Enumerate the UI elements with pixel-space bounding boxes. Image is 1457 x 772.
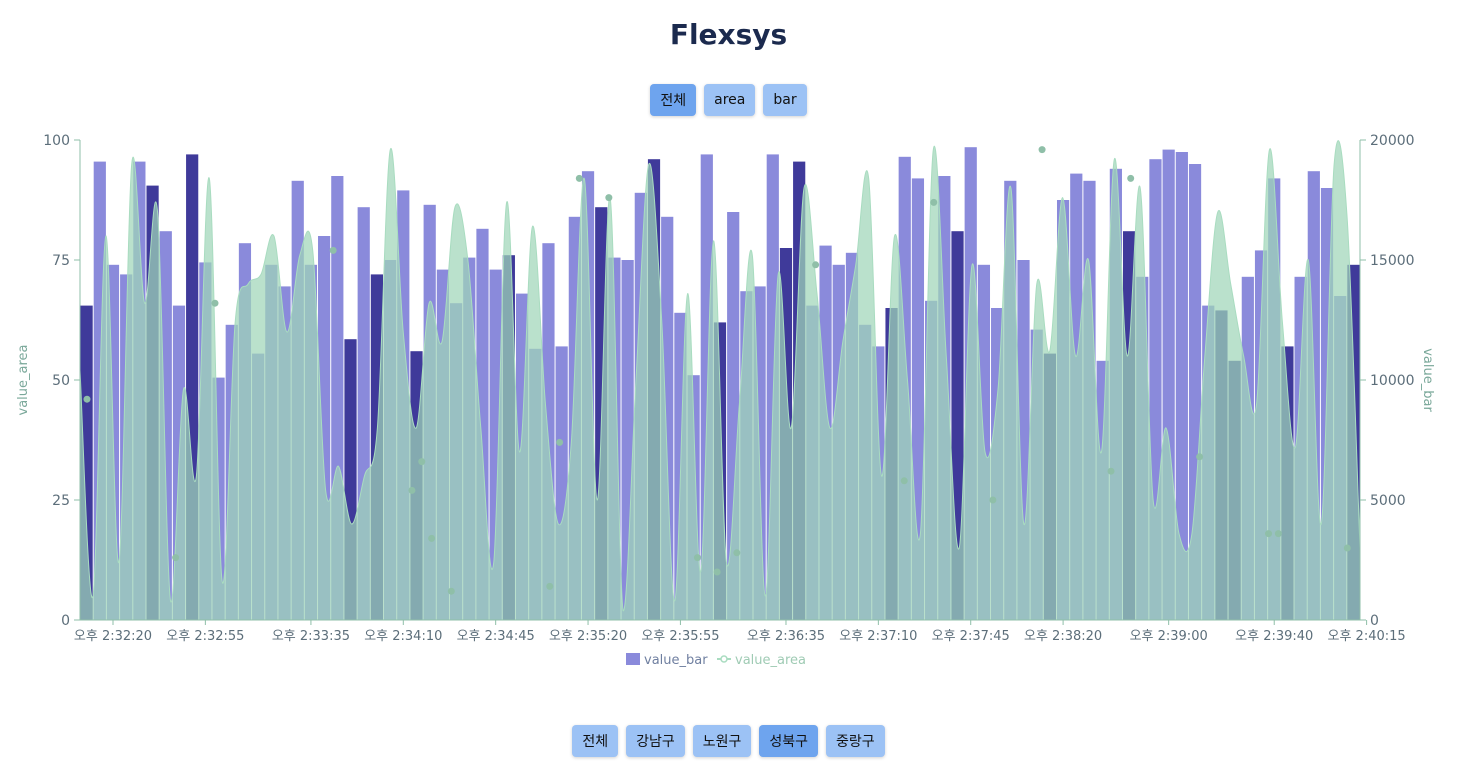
area-marker: [900, 477, 908, 485]
district-button-nowon[interactable]: 노원구: [692, 725, 752, 757]
y-right-tick-label: 10000: [1370, 373, 1415, 389]
area-marker: [83, 395, 91, 403]
area-marker: [428, 534, 436, 542]
area-marker: [408, 486, 416, 494]
area-marker: [211, 299, 219, 307]
district-button-gangnam[interactable]: 강남구: [626, 725, 685, 757]
y-right-tick-label: 5000: [1370, 493, 1406, 509]
district-button-all[interactable]: 전체: [572, 725, 619, 757]
page-title: Flexsys: [669, 18, 788, 51]
area-marker: [172, 554, 180, 562]
x-tick-label: 오후 2:38:20: [1024, 629, 1102, 644]
area-marker: [713, 568, 721, 576]
area-marker: [329, 246, 337, 254]
legend: value_bar value_area: [626, 653, 806, 668]
x-tick-label: 오후 2:32:55: [166, 629, 244, 644]
area-marker: [1343, 544, 1351, 552]
area-marker: [447, 587, 455, 595]
legend-area-dot: [720, 655, 728, 663]
x-tick-label: 오후 2:37:10: [839, 629, 917, 644]
district-button-jungnang[interactable]: 중랑구: [826, 725, 885, 757]
district-button-seongbuk[interactable]: 성북구: [759, 725, 819, 757]
area-marker: [546, 582, 554, 590]
chart-type-button-all[interactable]: 전체: [650, 84, 697, 116]
area-marker: [418, 458, 426, 466]
legend-item-value-bar[interactable]: value_bar: [644, 653, 708, 668]
area-marker: [556, 438, 564, 446]
area-marker: [1127, 174, 1135, 182]
area-markers: [83, 146, 1351, 595]
x-tick-label: 오후 2:36:35: [747, 629, 825, 644]
area-marker: [1265, 530, 1273, 538]
legend-bar-swatch: [626, 653, 640, 665]
y-left-tick-label: 50: [52, 373, 70, 389]
area-marker: [733, 549, 741, 557]
chart-type-button-bar[interactable]: bar: [763, 84, 807, 116]
y-right-tick-label: 20000: [1370, 133, 1415, 149]
x-tick-label: 오후 2:32:20: [74, 629, 152, 644]
y-left-tick-label: 0: [61, 613, 70, 629]
area-marker: [605, 194, 613, 202]
x-tick-label: 오후 2:40:15: [1328, 629, 1406, 644]
x-tick-label: 오후 2:35:20: [549, 629, 627, 644]
y-right-tick-label: 15000: [1370, 253, 1415, 269]
area-marker: [930, 198, 938, 206]
area-marker: [693, 554, 701, 562]
legend-item-value-area[interactable]: value_area: [735, 653, 806, 668]
y-left-tick-label: 100: [43, 133, 70, 149]
area-marker: [1107, 467, 1115, 475]
bar: [1175, 152, 1188, 620]
chart-type-toggle: 전체 area bar: [0, 84, 1457, 116]
x-tick-label: 오후 2:35:55: [641, 629, 719, 644]
x-tick-label: 오후 2:34:45: [457, 629, 535, 644]
x-tick-label: 오후 2:33:35: [272, 629, 350, 644]
area-marker: [1196, 453, 1204, 461]
district-filter: 전체 강남구 노원구 성북구 중랑구: [0, 725, 1457, 757]
x-tick-label: 오후 2:37:45: [932, 629, 1010, 644]
area-marker: [989, 496, 997, 504]
y-right-tick-label: 0: [1370, 613, 1379, 629]
x-tick-label: 오후 2:39:40: [1235, 629, 1313, 644]
combo-chart: 0 25 50 75 100 0 5000 10000 15000 20000 오후 2:32:20…: [16, 133, 1435, 668]
y-left-tick-label: 25: [52, 493, 70, 509]
x-tick-label: 오후 2:34:10: [364, 629, 442, 644]
axes: 0 25 50 75 100 0 5000 10000 15000 20000 오후 2:32:20…: [43, 133, 1414, 644]
y-axis-right-label: value_bar: [1420, 348, 1435, 412]
area-marker: [1038, 146, 1046, 154]
area-marker: [1274, 530, 1282, 538]
y-left-tick-label: 75: [52, 253, 70, 269]
area-marker: [575, 174, 583, 182]
area-series: [79, 140, 1361, 621]
area-marker: [812, 261, 820, 269]
x-tick-label: 오후 2:39:00: [1130, 629, 1208, 644]
y-axis-left-label: value_area: [16, 345, 31, 416]
chart-type-button-area[interactable]: area: [704, 84, 756, 116]
